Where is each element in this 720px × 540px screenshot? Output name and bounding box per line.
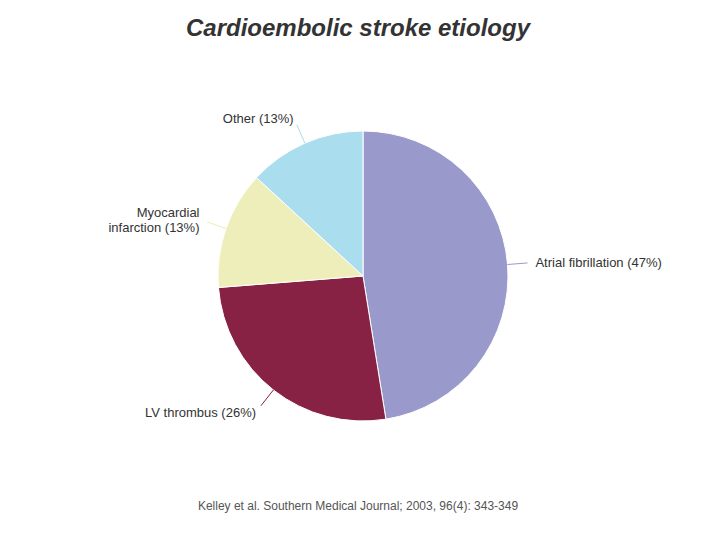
svg-text:Myocardialinfarction (13%): Myocardialinfarction (13%): [108, 204, 199, 234]
html-text:Kelley et al. Southern Medical: Kelley et al. Southern Medical Journal; …: [197, 499, 519, 513]
svg-text:LV thrombus (26%): LV thrombus (26%): [145, 404, 256, 419]
svg-text:Other (13%): Other (13%): [223, 110, 294, 125]
html-text:Cardioembolic stroke etiology: Cardioembolic stroke etiology: [186, 14, 530, 41]
svg-text:Atrial fibrillation (47%): Atrial fibrillation (47%): [535, 255, 661, 270]
